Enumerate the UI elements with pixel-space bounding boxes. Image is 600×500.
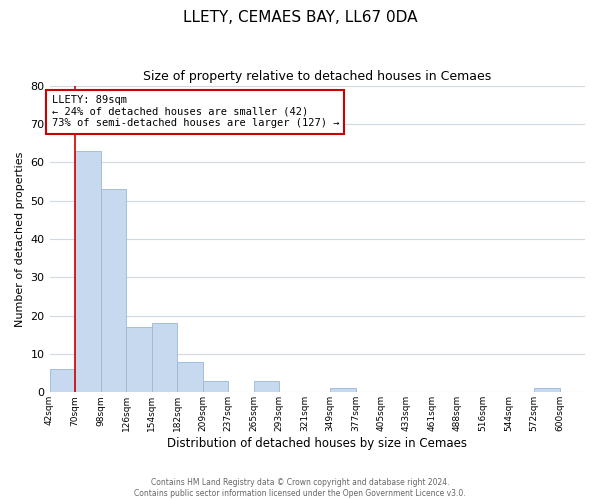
Bar (330, 388, 356, 392)
Text: LLETY: 89sqm
← 24% of detached houses are smaller (42)
73% of semi-detached hous: LLETY: 89sqm ← 24% of detached houses ar… (52, 95, 339, 128)
Bar (152, 324, 177, 392)
Bar (126, 327, 152, 392)
Bar (254, 381, 279, 392)
Bar (203, 381, 228, 392)
Bar (50, 370, 75, 392)
Text: LLETY, CEMAES BAY, LL67 0DA: LLETY, CEMAES BAY, LL67 0DA (183, 10, 417, 25)
Bar (534, 388, 560, 392)
Text: Contains HM Land Registry data © Crown copyright and database right 2024.
Contai: Contains HM Land Registry data © Crown c… (134, 478, 466, 498)
Bar (177, 362, 203, 392)
Bar (101, 189, 126, 392)
Y-axis label: Number of detached properties: Number of detached properties (15, 151, 25, 326)
Title: Size of property relative to detached houses in Cemaes: Size of property relative to detached ho… (143, 70, 491, 83)
X-axis label: Distribution of detached houses by size in Cemaes: Distribution of detached houses by size … (167, 437, 467, 450)
Bar (75, 150, 101, 392)
